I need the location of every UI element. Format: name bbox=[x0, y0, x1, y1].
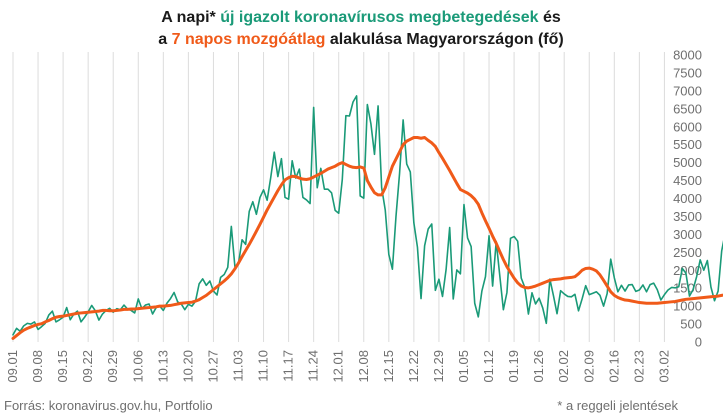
y-tick-label: 8000 bbox=[673, 48, 702, 63]
x-tick-label: 01.26 bbox=[531, 350, 546, 383]
x-tick-label: 01.12 bbox=[481, 350, 496, 383]
x-axis-tick-labels: 09.01 09.08 09.15 09.22 09.29 10.06 10.13 10.20… bbox=[5, 350, 671, 383]
x-tick-label: 11.10 bbox=[256, 350, 271, 382]
y-tick-label: 6500 bbox=[673, 101, 702, 116]
x-tick-label: 10.20 bbox=[180, 350, 195, 383]
x-tick-label: 02.09 bbox=[581, 350, 596, 383]
y-tick-label: 4000 bbox=[673, 191, 702, 206]
y-tick-label: 500 bbox=[680, 317, 702, 332]
y-tick-label: 7500 bbox=[673, 65, 702, 80]
vertical-gridlines bbox=[12, 52, 665, 342]
x-tick-label: 01.05 bbox=[456, 350, 471, 383]
source-footnote: Forrás: koronavirus.gov.hu, Portfolio bbox=[4, 398, 213, 413]
y-tick-label: 1000 bbox=[673, 299, 702, 314]
x-tick-label: 09.08 bbox=[30, 350, 45, 383]
x-tick-label: 02.16 bbox=[606, 350, 621, 383]
x-tick-label: 12.22 bbox=[406, 350, 421, 383]
y-tick-label: 5500 bbox=[673, 137, 702, 152]
chart-title-line-1: A napi* új igazolt koronavírusos megbete… bbox=[161, 9, 561, 26]
x-tick-label: 09.15 bbox=[55, 350, 70, 383]
x-tick-label: 11.24 bbox=[306, 350, 321, 382]
y-tick-label: 4500 bbox=[673, 173, 702, 188]
x-tick-label: 02.23 bbox=[631, 350, 646, 383]
x-tick-label: 03.02 bbox=[656, 350, 671, 383]
y-tick-label: 0 bbox=[695, 335, 702, 350]
chart-title-line-2: a 7 napos mozgóátlag alakulása Magyarors… bbox=[158, 31, 563, 48]
x-tick-label: 02.02 bbox=[556, 350, 571, 383]
x-tick-label: 12.08 bbox=[356, 350, 371, 383]
x-tick-label: 12.01 bbox=[331, 350, 346, 383]
x-tick-label: 10.13 bbox=[155, 350, 170, 383]
x-tick-label: 11.03 bbox=[230, 350, 245, 382]
y-tick-label: 3500 bbox=[673, 209, 702, 224]
moving-average-line bbox=[11, 136, 723, 340]
y-tick-label: 6000 bbox=[673, 119, 702, 134]
x-tick-label: 10.06 bbox=[130, 350, 145, 383]
x-tick-label: 09.01 bbox=[5, 350, 20, 383]
y-axis-tick-labels: 0500100015002000250030003500400045005000… bbox=[673, 48, 702, 350]
x-tick-label: 11.17 bbox=[281, 350, 296, 382]
y-tick-label: 7000 bbox=[673, 83, 702, 98]
series-lines bbox=[11, 95, 723, 340]
y-tick-label: 2000 bbox=[673, 263, 702, 278]
x-tick-label: 12.15 bbox=[381, 350, 396, 383]
x-tick-label: 09.22 bbox=[80, 350, 95, 383]
x-tick-label: 09.29 bbox=[105, 350, 120, 383]
y-tick-label: 2500 bbox=[673, 245, 702, 260]
y-tick-label: 5000 bbox=[673, 155, 702, 170]
x-tick-label: 01.19 bbox=[506, 350, 521, 383]
y-tick-label: 3000 bbox=[673, 227, 702, 242]
x-tick-label: 10.27 bbox=[205, 350, 220, 383]
x-tick-label: 12.29 bbox=[431, 350, 446, 383]
asterisk-footnote: * a reggeli jelentések bbox=[557, 398, 678, 413]
